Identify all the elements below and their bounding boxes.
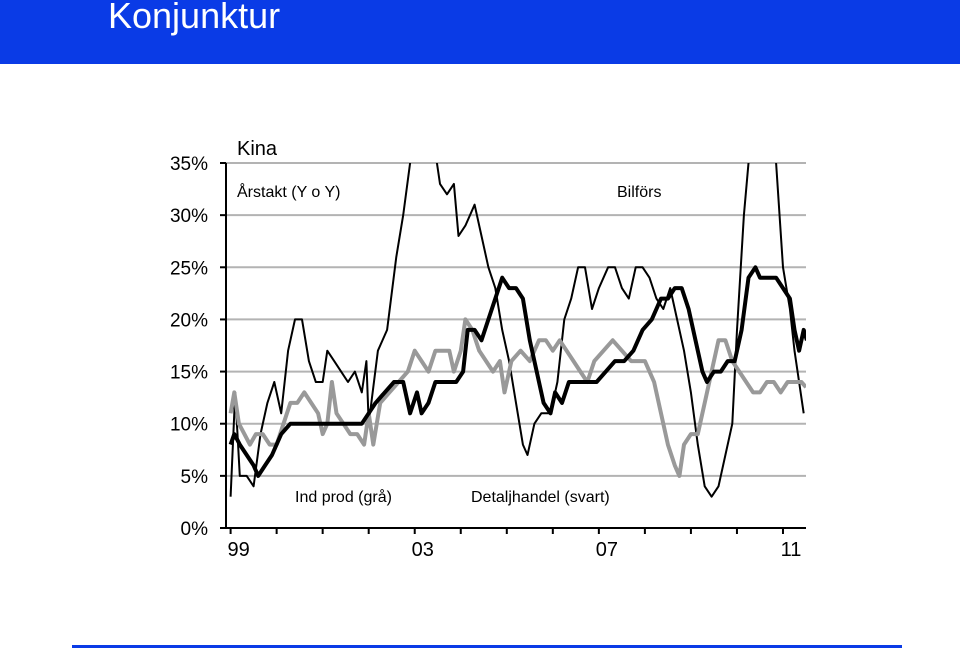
series-line-detaljhandel-svart [228,265,806,478]
series-line-bilf-rs [229,163,805,498]
footer-divider [72,645,902,648]
axes: 0% 5% 10% 15% 20% 25% 30% 35% 99 03 07 11 [170,154,806,561]
y-tick-label: 0% [181,519,209,540]
annotation-detaljhandel: Detaljhandel (svart) [471,489,610,506]
annotation-bilfors: Bilförs [617,184,661,201]
chart-labels: Kina Årstakt (Y o Y) Bilförs Ind prod (g… [237,138,661,506]
y-tick-label: 5% [181,467,209,488]
chart-title: Kina [237,138,278,160]
page-title: Konjunktur [108,0,281,36]
x-tick-label: 99 [227,539,249,561]
series-line-ind-prod-gr [228,317,806,478]
y-tick-label: 10% [170,415,208,436]
y-tick-label: 15% [170,363,208,384]
y-tick-label: 20% [170,310,208,331]
y-tick-label: 30% [170,206,208,227]
y-tick-label: 35% [170,154,208,175]
annotation-ind-prod: Ind prod (grå) [295,488,392,506]
grid-lines [226,162,806,477]
series-lines [228,163,806,498]
x-tick-label: 11 [781,539,802,561]
x-tick-label: 03 [412,539,434,561]
y-tick-label: 25% [170,258,208,279]
chart-subtitle: Årstakt (Y o Y) [237,182,340,201]
x-tick-label: 07 [596,539,618,561]
title-bar: Konjunktur [0,0,960,64]
